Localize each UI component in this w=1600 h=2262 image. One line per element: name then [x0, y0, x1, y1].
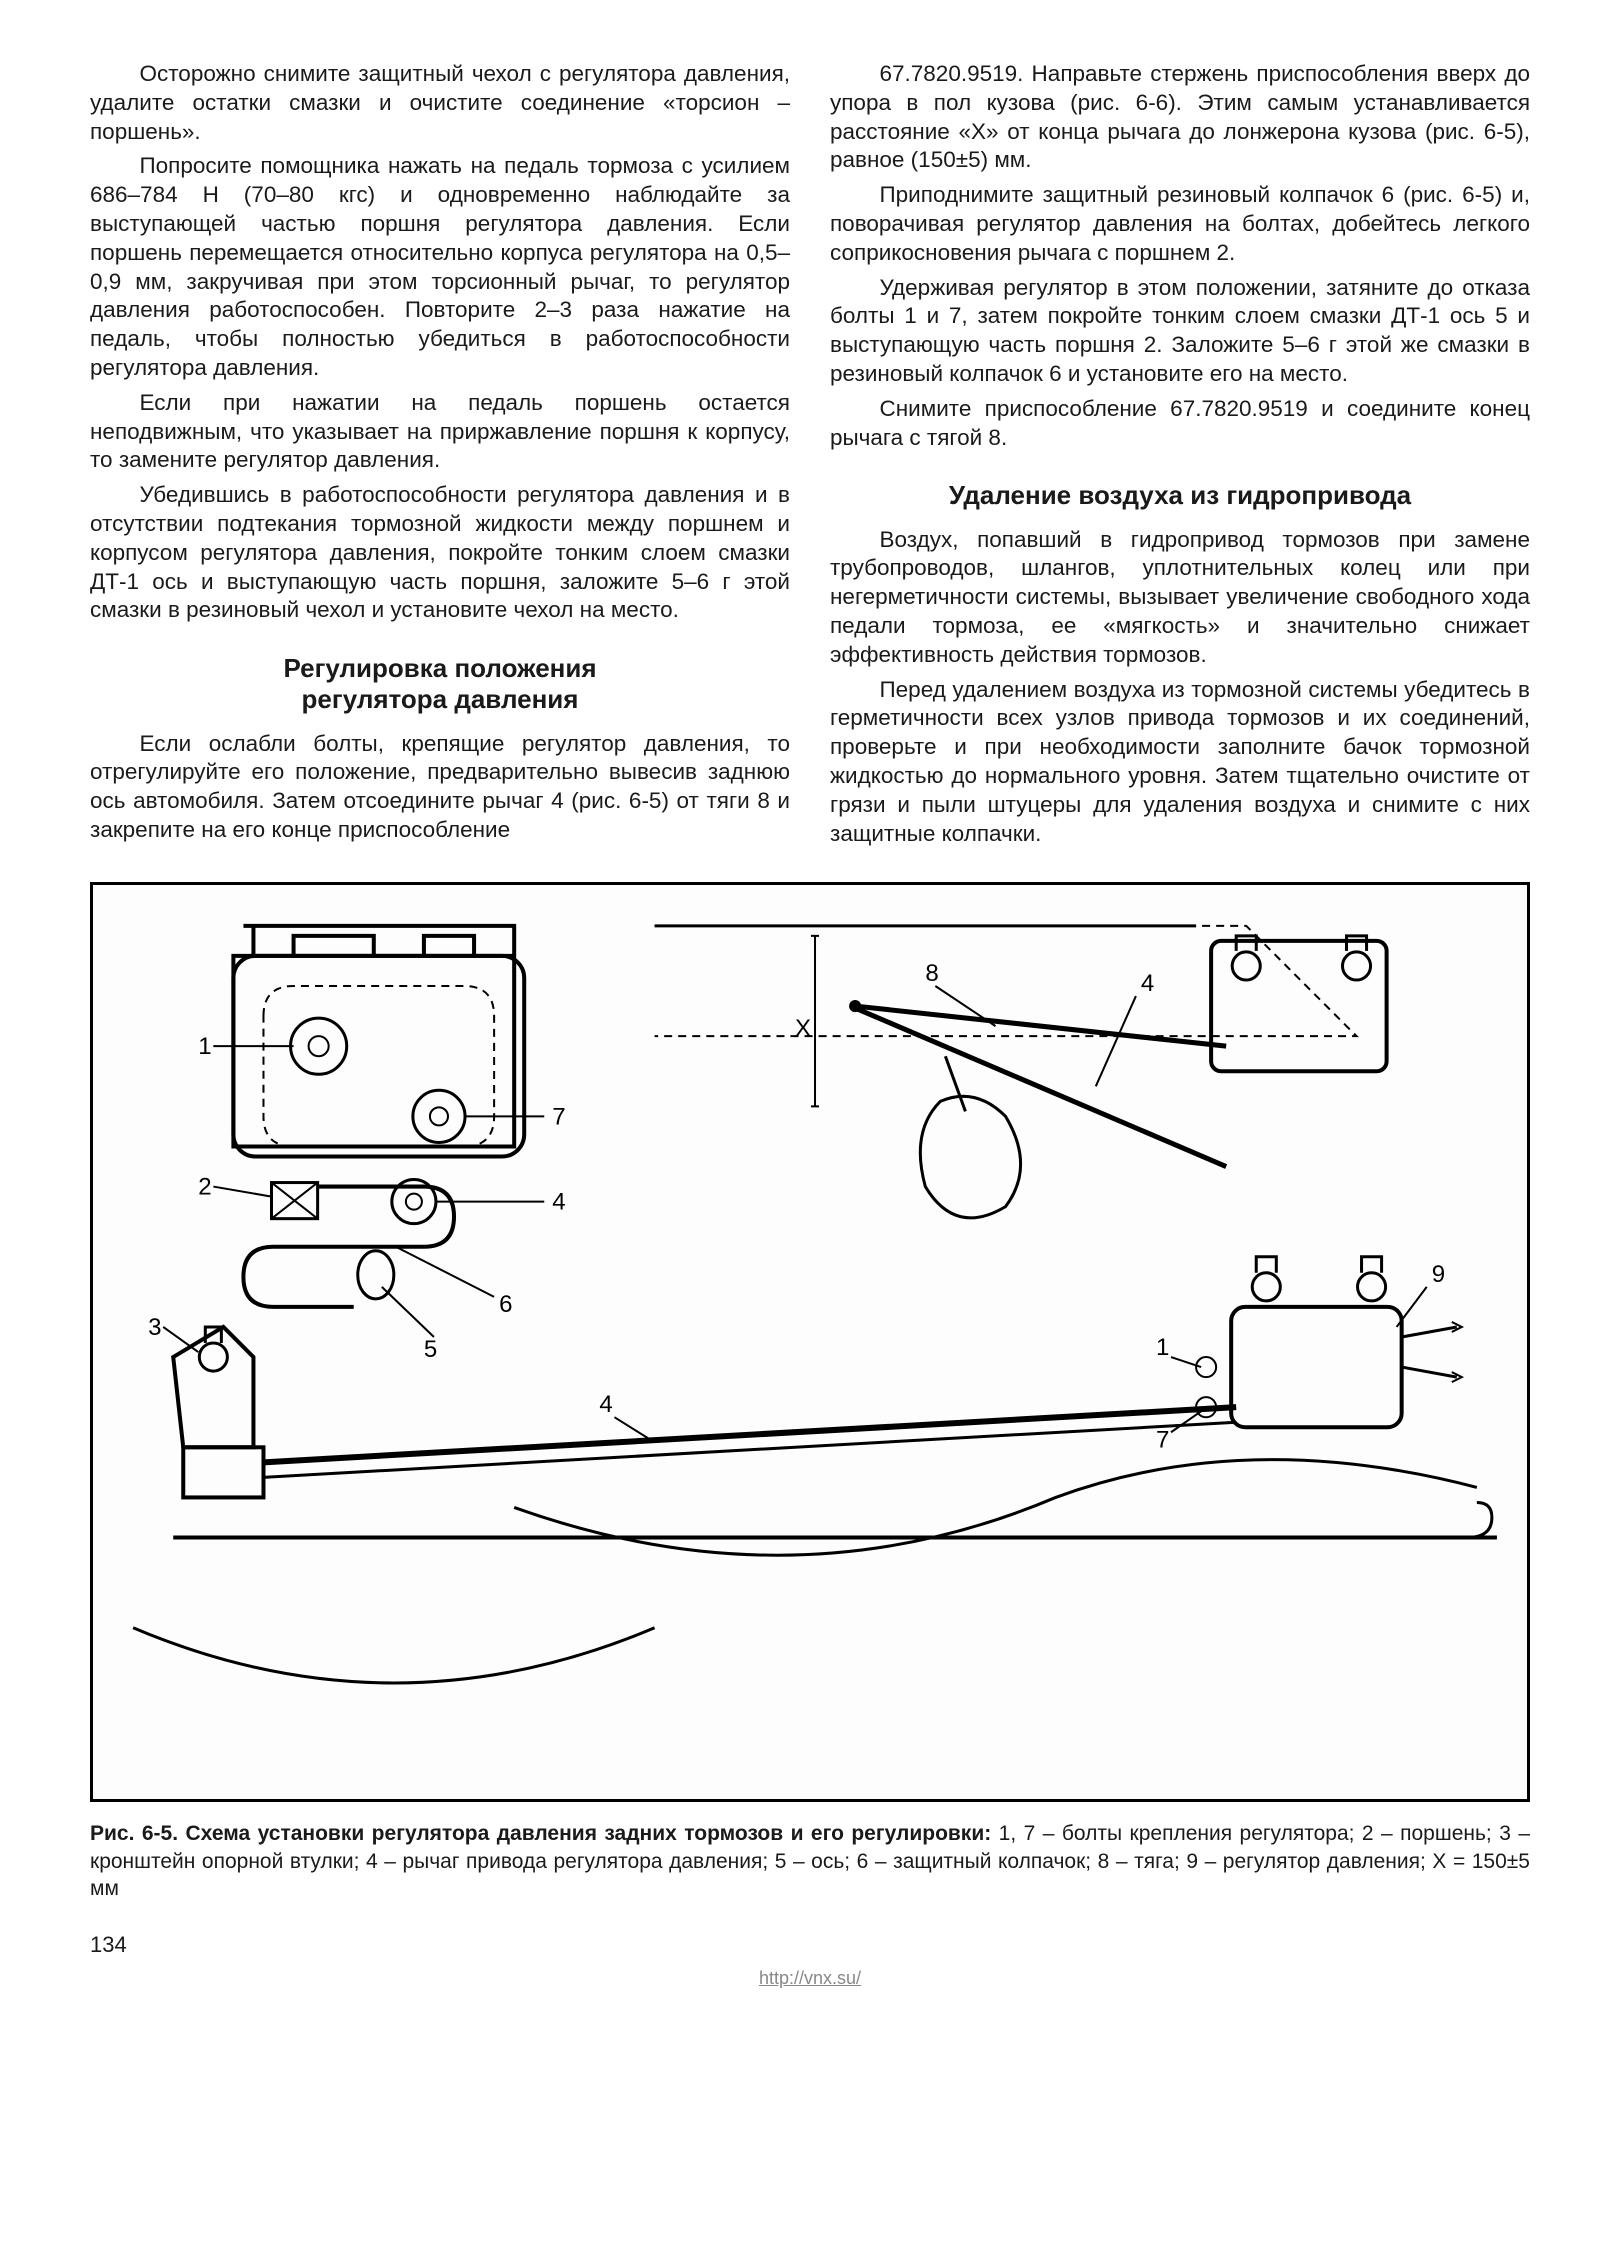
- callout-7b: 7: [1156, 1427, 1169, 1454]
- caption-bold: Рис. 6-5. Схема установки регулятора дав…: [90, 1822, 991, 1845]
- callout-2: 2: [198, 1174, 211, 1201]
- callout-1b: 1: [1156, 1334, 1169, 1361]
- paragraph: Если при нажатии на педаль поршень остае…: [90, 389, 790, 475]
- left-column: Осторожно снимите защитный чехол с регул…: [90, 60, 790, 854]
- page-number: 134: [90, 1932, 1530, 1958]
- figure-6-5: 1 2 3 4 5 6 7 4 8 4 X 1 7 9: [90, 882, 1530, 1802]
- paragraph: Убедившись в работоспособности регулятор…: [90, 481, 790, 625]
- paragraph: Попросите помощника нажать на педаль тор…: [90, 152, 790, 382]
- callout-1: 1: [198, 1034, 211, 1061]
- figure-caption: Рис. 6-5. Схема установки регулятора дав…: [90, 1820, 1530, 1902]
- callout-5: 5: [424, 1336, 437, 1363]
- paragraph: Перед удалением воздуха из тормозной сис…: [830, 676, 1530, 849]
- callout-9: 9: [1432, 1261, 1445, 1288]
- paragraph: Если ослабли болты, крепящие регулятор д…: [90, 730, 790, 845]
- callout-8: 8: [925, 960, 938, 987]
- callout-4: 4: [599, 1392, 612, 1419]
- callout-4b: 4: [552, 1189, 565, 1216]
- section-heading: Регулировка положения регулятора давлени…: [90, 653, 790, 715]
- callout-6: 6: [499, 1291, 512, 1318]
- source-url: http://vnx.su/: [90, 1968, 1530, 1989]
- right-column: 67.7820.9519. Направьте стержень приспос…: [830, 60, 1530, 854]
- callout-4c: 4: [1141, 970, 1154, 997]
- diagram-svg: 1 2 3 4 5 6 7 4 8 4 X 1 7 9: [93, 885, 1527, 1799]
- callout-7-left: 7: [552, 1104, 565, 1131]
- section-heading: Удаление воздуха из гидропривода: [830, 480, 1530, 511]
- dim-x: X: [795, 1015, 811, 1042]
- paragraph: Приподнимите защитный резиновый колпачок…: [830, 181, 1530, 267]
- paragraph: Удерживая регулятор в этом положении, за…: [830, 274, 1530, 389]
- paragraph: Воздух, попавший в гидропривод тормозов …: [830, 526, 1530, 670]
- paragraph: 67.7820.9519. Направьте стержень приспос…: [830, 60, 1530, 175]
- paragraph: Снимите приспособление 67.7820.9519 и со…: [830, 395, 1530, 453]
- paragraph: Осторожно снимите защитный чехол с регул…: [90, 60, 790, 146]
- callout-3: 3: [148, 1314, 161, 1341]
